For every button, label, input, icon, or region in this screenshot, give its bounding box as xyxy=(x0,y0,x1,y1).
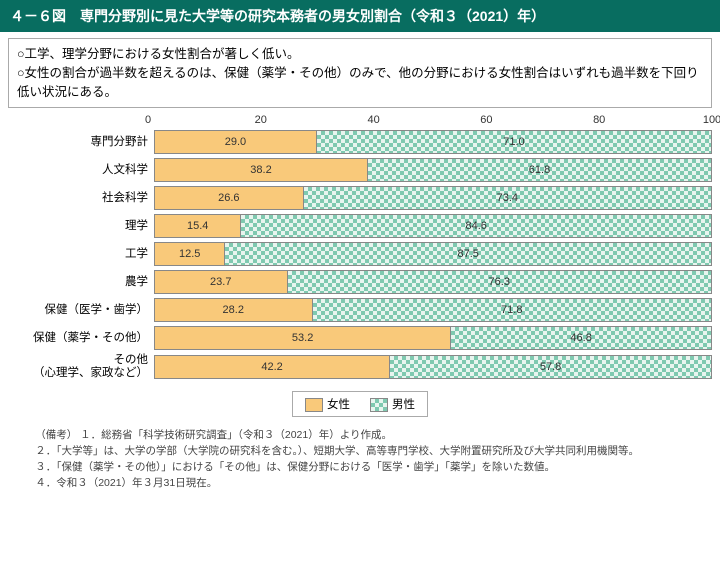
bar-segment-male: 76.3 xyxy=(288,271,711,293)
axis-tick: 80 xyxy=(593,114,605,126)
stacked-bar: 29.071.0 xyxy=(154,130,712,154)
bar-segment-female: 42.2 xyxy=(155,356,390,378)
bar-segment-male: 84.6 xyxy=(241,215,711,237)
legend-item-female: 女性 xyxy=(305,396,350,412)
bar-segment-female: 53.2 xyxy=(155,327,451,349)
bar-row: 専門分野計29.071.0 xyxy=(8,130,712,154)
axis-tick: 60 xyxy=(480,114,492,126)
stacked-bar: 26.673.4 xyxy=(154,186,712,210)
bar-segment-male: 71.0 xyxy=(317,131,711,153)
summary-line: ○工学、理学分野における女性割合が著しく低い。 xyxy=(17,45,703,64)
bar-row: 理学15.484.6 xyxy=(8,214,712,238)
footnote-line: ３．「保健（薬学・その他）」における「その他」は、保健分野における「医学・歯学」… xyxy=(10,459,710,475)
bar-segment-male: 87.5 xyxy=(225,243,711,265)
bar-segment-female: 12.5 xyxy=(155,243,225,265)
bar-row: 保健（医学・歯学）28.271.8 xyxy=(8,298,712,322)
stacked-bar: 28.271.8 xyxy=(154,298,712,322)
footnotes: （備考） １．総務省「科学技術研究調査」（令和３（2021）年）より作成。２．「… xyxy=(10,427,710,492)
stacked-bar: 23.776.3 xyxy=(154,270,712,294)
footnote-line: ２．「大学等」は、大学の学部（大学院の研究科を含む。）、短期大学、高等専門学校、… xyxy=(10,443,710,459)
row-label: 農学 xyxy=(8,276,154,289)
stacked-bar: 12.587.5 xyxy=(154,242,712,266)
axis-unit: （%） xyxy=(716,114,720,130)
bar-row: 社会科学26.673.4 xyxy=(8,186,712,210)
stacked-bar: 15.484.6 xyxy=(154,214,712,238)
bar-row: 農学23.776.3 xyxy=(8,270,712,294)
stacked-bar: 53.246.8 xyxy=(154,326,712,350)
bar-segment-male: 57.8 xyxy=(390,356,711,378)
axis-tick: 40 xyxy=(367,114,379,126)
bar-row: 人文科学38.261.8 xyxy=(8,158,712,182)
row-label: 専門分野計 xyxy=(8,136,154,149)
bar-segment-female: 23.7 xyxy=(155,271,288,293)
bar-row: その他（心理学、家政など）42.257.8 xyxy=(8,354,712,380)
bar-segment-female: 15.4 xyxy=(155,215,241,237)
bar-segment-male: 61.8 xyxy=(368,159,711,181)
bar-segment-female: 38.2 xyxy=(155,159,368,181)
legend-item-male: 男性 xyxy=(370,396,415,412)
row-label: 保健（医学・歯学） xyxy=(8,304,154,317)
footnote-line: （備考） １．総務省「科学技術研究調査」（令和３（2021）年）より作成。 xyxy=(10,427,710,443)
axis-tick: 0 xyxy=(145,114,151,126)
bar-row: 工学12.587.5 xyxy=(8,242,712,266)
bar-row: 保健（薬学・その他）53.246.8 xyxy=(8,326,712,350)
axis-tick: 20 xyxy=(255,114,267,126)
stacked-bar: 42.257.8 xyxy=(154,355,712,379)
legend: 女性 男性 xyxy=(292,391,428,417)
footnote-line: ４．令和３（2021）年３月31日現在。 xyxy=(10,475,710,491)
chart-area: 専門分野計29.071.0人文科学38.261.8社会科学26.673.4理学1… xyxy=(8,130,712,380)
row-label: 人文科学 xyxy=(8,164,154,177)
summary-box: ○工学、理学分野における女性割合が著しく低い。 ○女性の割合が過半数を超えるのは… xyxy=(8,38,712,108)
chart-title: ４－６図 専門分野別に見た大学等の研究本務者の男女別割合（令和３（2021）年） xyxy=(0,0,720,32)
bar-segment-male: 46.8 xyxy=(451,327,711,349)
summary-line: ○女性の割合が過半数を超えるのは、保健（薬学・その他）のみで、他の分野における女… xyxy=(17,64,703,102)
bar-segment-female: 29.0 xyxy=(155,131,317,153)
bar-segment-male: 71.8 xyxy=(313,299,712,321)
row-label: 社会科学 xyxy=(8,192,154,205)
row-label: 工学 xyxy=(8,248,154,261)
row-label: 理学 xyxy=(8,220,154,233)
chart: 020406080100（%） 専門分野計29.071.0人文科学38.261.… xyxy=(8,114,712,416)
bar-segment-female: 26.6 xyxy=(155,187,304,209)
bar-segment-male: 73.4 xyxy=(304,187,711,209)
stacked-bar: 38.261.8 xyxy=(154,158,712,182)
x-axis: 020406080100（%） xyxy=(148,114,712,130)
bar-segment-female: 28.2 xyxy=(155,299,313,321)
row-label: 保健（薬学・その他） xyxy=(8,332,154,345)
row-label: その他（心理学、家政など） xyxy=(8,354,154,380)
